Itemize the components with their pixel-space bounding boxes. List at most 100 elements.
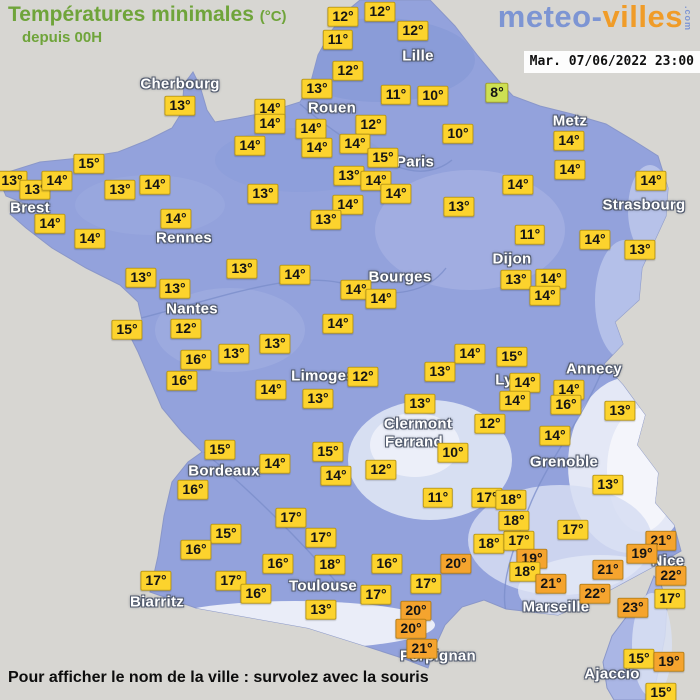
temp-badge[interactable]: 13° bbox=[159, 278, 191, 300]
temp-badge[interactable]: 15° bbox=[496, 346, 528, 368]
temp-badge[interactable]: 13° bbox=[301, 78, 333, 100]
temp-badge[interactable]: 14° bbox=[34, 213, 66, 235]
temp-badge[interactable]: 15° bbox=[73, 153, 105, 175]
temp-badge[interactable]: 17° bbox=[410, 573, 442, 595]
temp-badge[interactable]: 8° bbox=[485, 82, 509, 104]
temp-badge[interactable]: 12° bbox=[327, 6, 359, 28]
temp-badge[interactable]: 10° bbox=[437, 442, 469, 464]
temp-badge[interactable]: 16° bbox=[262, 553, 294, 575]
temp-badge[interactable]: 14° bbox=[340, 279, 372, 301]
temp-badge[interactable]: 12° bbox=[364, 1, 396, 23]
temp-badge[interactable]: 13° bbox=[500, 269, 532, 291]
temp-badge[interactable]: 14° bbox=[535, 268, 567, 290]
temp-badge[interactable]: 14° bbox=[539, 425, 571, 447]
temp-badge[interactable]: 16° bbox=[177, 479, 209, 501]
temp-badge[interactable]: 18° bbox=[495, 489, 527, 511]
temp-badge[interactable]: 18° bbox=[473, 533, 505, 555]
temp-badge[interactable]: 13° bbox=[592, 474, 624, 496]
temp-badge[interactable]: 13° bbox=[226, 258, 258, 280]
temp-badge[interactable]: 14° bbox=[499, 390, 531, 412]
temp-badge[interactable]: 14° bbox=[301, 137, 333, 159]
temp-badge[interactable]: 13° bbox=[104, 179, 136, 201]
temp-badge[interactable]: 15° bbox=[623, 648, 655, 670]
temp-badge[interactable]: 10° bbox=[417, 85, 449, 107]
temp-badge[interactable]: 23° bbox=[617, 597, 649, 619]
temp-badge[interactable]: 14° bbox=[41, 170, 73, 192]
temp-badge[interactable]: 14° bbox=[320, 465, 352, 487]
temp-badge[interactable]: 17° bbox=[140, 570, 172, 592]
temp-badge[interactable]: 15° bbox=[204, 439, 236, 461]
temp-badge[interactable]: 10° bbox=[442, 123, 474, 145]
temp-badge[interactable]: 12° bbox=[397, 20, 429, 42]
temp-badge[interactable]: 15° bbox=[312, 441, 344, 463]
temp-badge[interactable]: 19° bbox=[516, 548, 548, 570]
temp-badge[interactable]: 13° bbox=[125, 267, 157, 289]
temp-badge[interactable]: 13° bbox=[259, 333, 291, 355]
site-logo[interactable]: meteo-villes .com bbox=[498, 1, 693, 32]
temp-badge[interactable]: 17° bbox=[275, 507, 307, 529]
temp-badge[interactable]: 14° bbox=[502, 174, 534, 196]
temp-badge[interactable]: 14° bbox=[380, 183, 412, 205]
temp-badge[interactable]: 13° bbox=[218, 343, 250, 365]
temp-badge[interactable]: 14° bbox=[454, 343, 486, 365]
temp-badge[interactable]: 14° bbox=[635, 170, 667, 192]
temp-badge[interactable]: 13° bbox=[443, 196, 475, 218]
temp-badge[interactable]: 12° bbox=[332, 60, 364, 82]
temp-badge[interactable]: 14° bbox=[529, 285, 561, 307]
temp-badge[interactable]: 17° bbox=[503, 530, 535, 552]
temp-badge[interactable]: 15° bbox=[367, 147, 399, 169]
temp-badge[interactable]: 21° bbox=[535, 573, 567, 595]
temp-badge[interactable]: 17° bbox=[471, 487, 503, 509]
temp-badge[interactable]: 14° bbox=[279, 264, 311, 286]
temp-badge[interactable]: 13° bbox=[19, 179, 51, 201]
temp-badge[interactable]: 16° bbox=[180, 349, 212, 371]
temp-badge[interactable]: 14° bbox=[234, 135, 266, 157]
temp-badge[interactable]: 18° bbox=[314, 554, 346, 576]
temp-badge[interactable]: 14° bbox=[74, 228, 106, 250]
temp-badge[interactable]: 16° bbox=[166, 370, 198, 392]
temp-badge[interactable]: 16° bbox=[240, 583, 272, 605]
temp-badge[interactable]: 14° bbox=[160, 208, 192, 230]
temp-badge[interactable]: 16° bbox=[371, 553, 403, 575]
temp-badge[interactable]: 14° bbox=[255, 379, 287, 401]
temp-badge[interactable]: 16° bbox=[550, 394, 582, 416]
temp-badge[interactable]: 11° bbox=[514, 224, 546, 246]
temp-badge[interactable]: 19° bbox=[626, 543, 658, 565]
temp-badge[interactable]: 15° bbox=[111, 319, 143, 341]
temp-badge[interactable]: 12° bbox=[170, 318, 202, 340]
temp-badge[interactable]: 21° bbox=[406, 638, 438, 660]
temp-badge[interactable]: 13° bbox=[305, 599, 337, 621]
temp-badge[interactable]: 15° bbox=[210, 523, 242, 545]
temp-badge[interactable]: 14° bbox=[295, 118, 327, 140]
temp-badge[interactable]: 13° bbox=[604, 400, 636, 422]
temp-badge[interactable]: 11° bbox=[380, 84, 412, 106]
temp-badge[interactable]: 12° bbox=[355, 114, 387, 136]
temp-badge[interactable]: 14° bbox=[553, 130, 585, 152]
temp-badge[interactable]: 17° bbox=[215, 570, 247, 592]
temp-badge[interactable]: 22° bbox=[579, 583, 611, 605]
temp-badge[interactable]: 17° bbox=[557, 519, 589, 541]
temp-badge[interactable]: 11° bbox=[422, 487, 454, 509]
temp-badge[interactable]: 14° bbox=[365, 288, 397, 310]
temp-badge[interactable]: 15° bbox=[645, 682, 677, 700]
temp-badge[interactable]: 13° bbox=[624, 239, 656, 261]
temp-badge[interactable]: 11° bbox=[322, 29, 354, 51]
temp-badge[interactable]: 14° bbox=[579, 229, 611, 251]
temp-badge[interactable]: 13° bbox=[164, 95, 196, 117]
temp-badge[interactable]: 16° bbox=[180, 539, 212, 561]
temp-badge[interactable]: 19° bbox=[653, 651, 685, 673]
temp-badge[interactable]: 18° bbox=[509, 561, 541, 583]
temp-badge[interactable]: 20° bbox=[395, 618, 427, 640]
temp-badge[interactable]: 17° bbox=[305, 527, 337, 549]
temp-badge[interactable]: 14° bbox=[322, 313, 354, 335]
temp-badge[interactable]: 13° bbox=[302, 388, 334, 410]
temp-badge[interactable]: 13° bbox=[247, 183, 279, 205]
temp-badge[interactable]: 14° bbox=[339, 133, 371, 155]
temp-badge[interactable]: 14° bbox=[139, 174, 171, 196]
temp-badge[interactable]: 20° bbox=[400, 600, 432, 622]
temp-badge[interactable]: 13° bbox=[404, 393, 436, 415]
temp-badge[interactable]: 21° bbox=[592, 559, 624, 581]
temp-badge[interactable]: 20° bbox=[440, 553, 472, 575]
temp-badge[interactable]: 17° bbox=[654, 588, 686, 610]
temp-badge[interactable]: 14° bbox=[254, 113, 286, 135]
